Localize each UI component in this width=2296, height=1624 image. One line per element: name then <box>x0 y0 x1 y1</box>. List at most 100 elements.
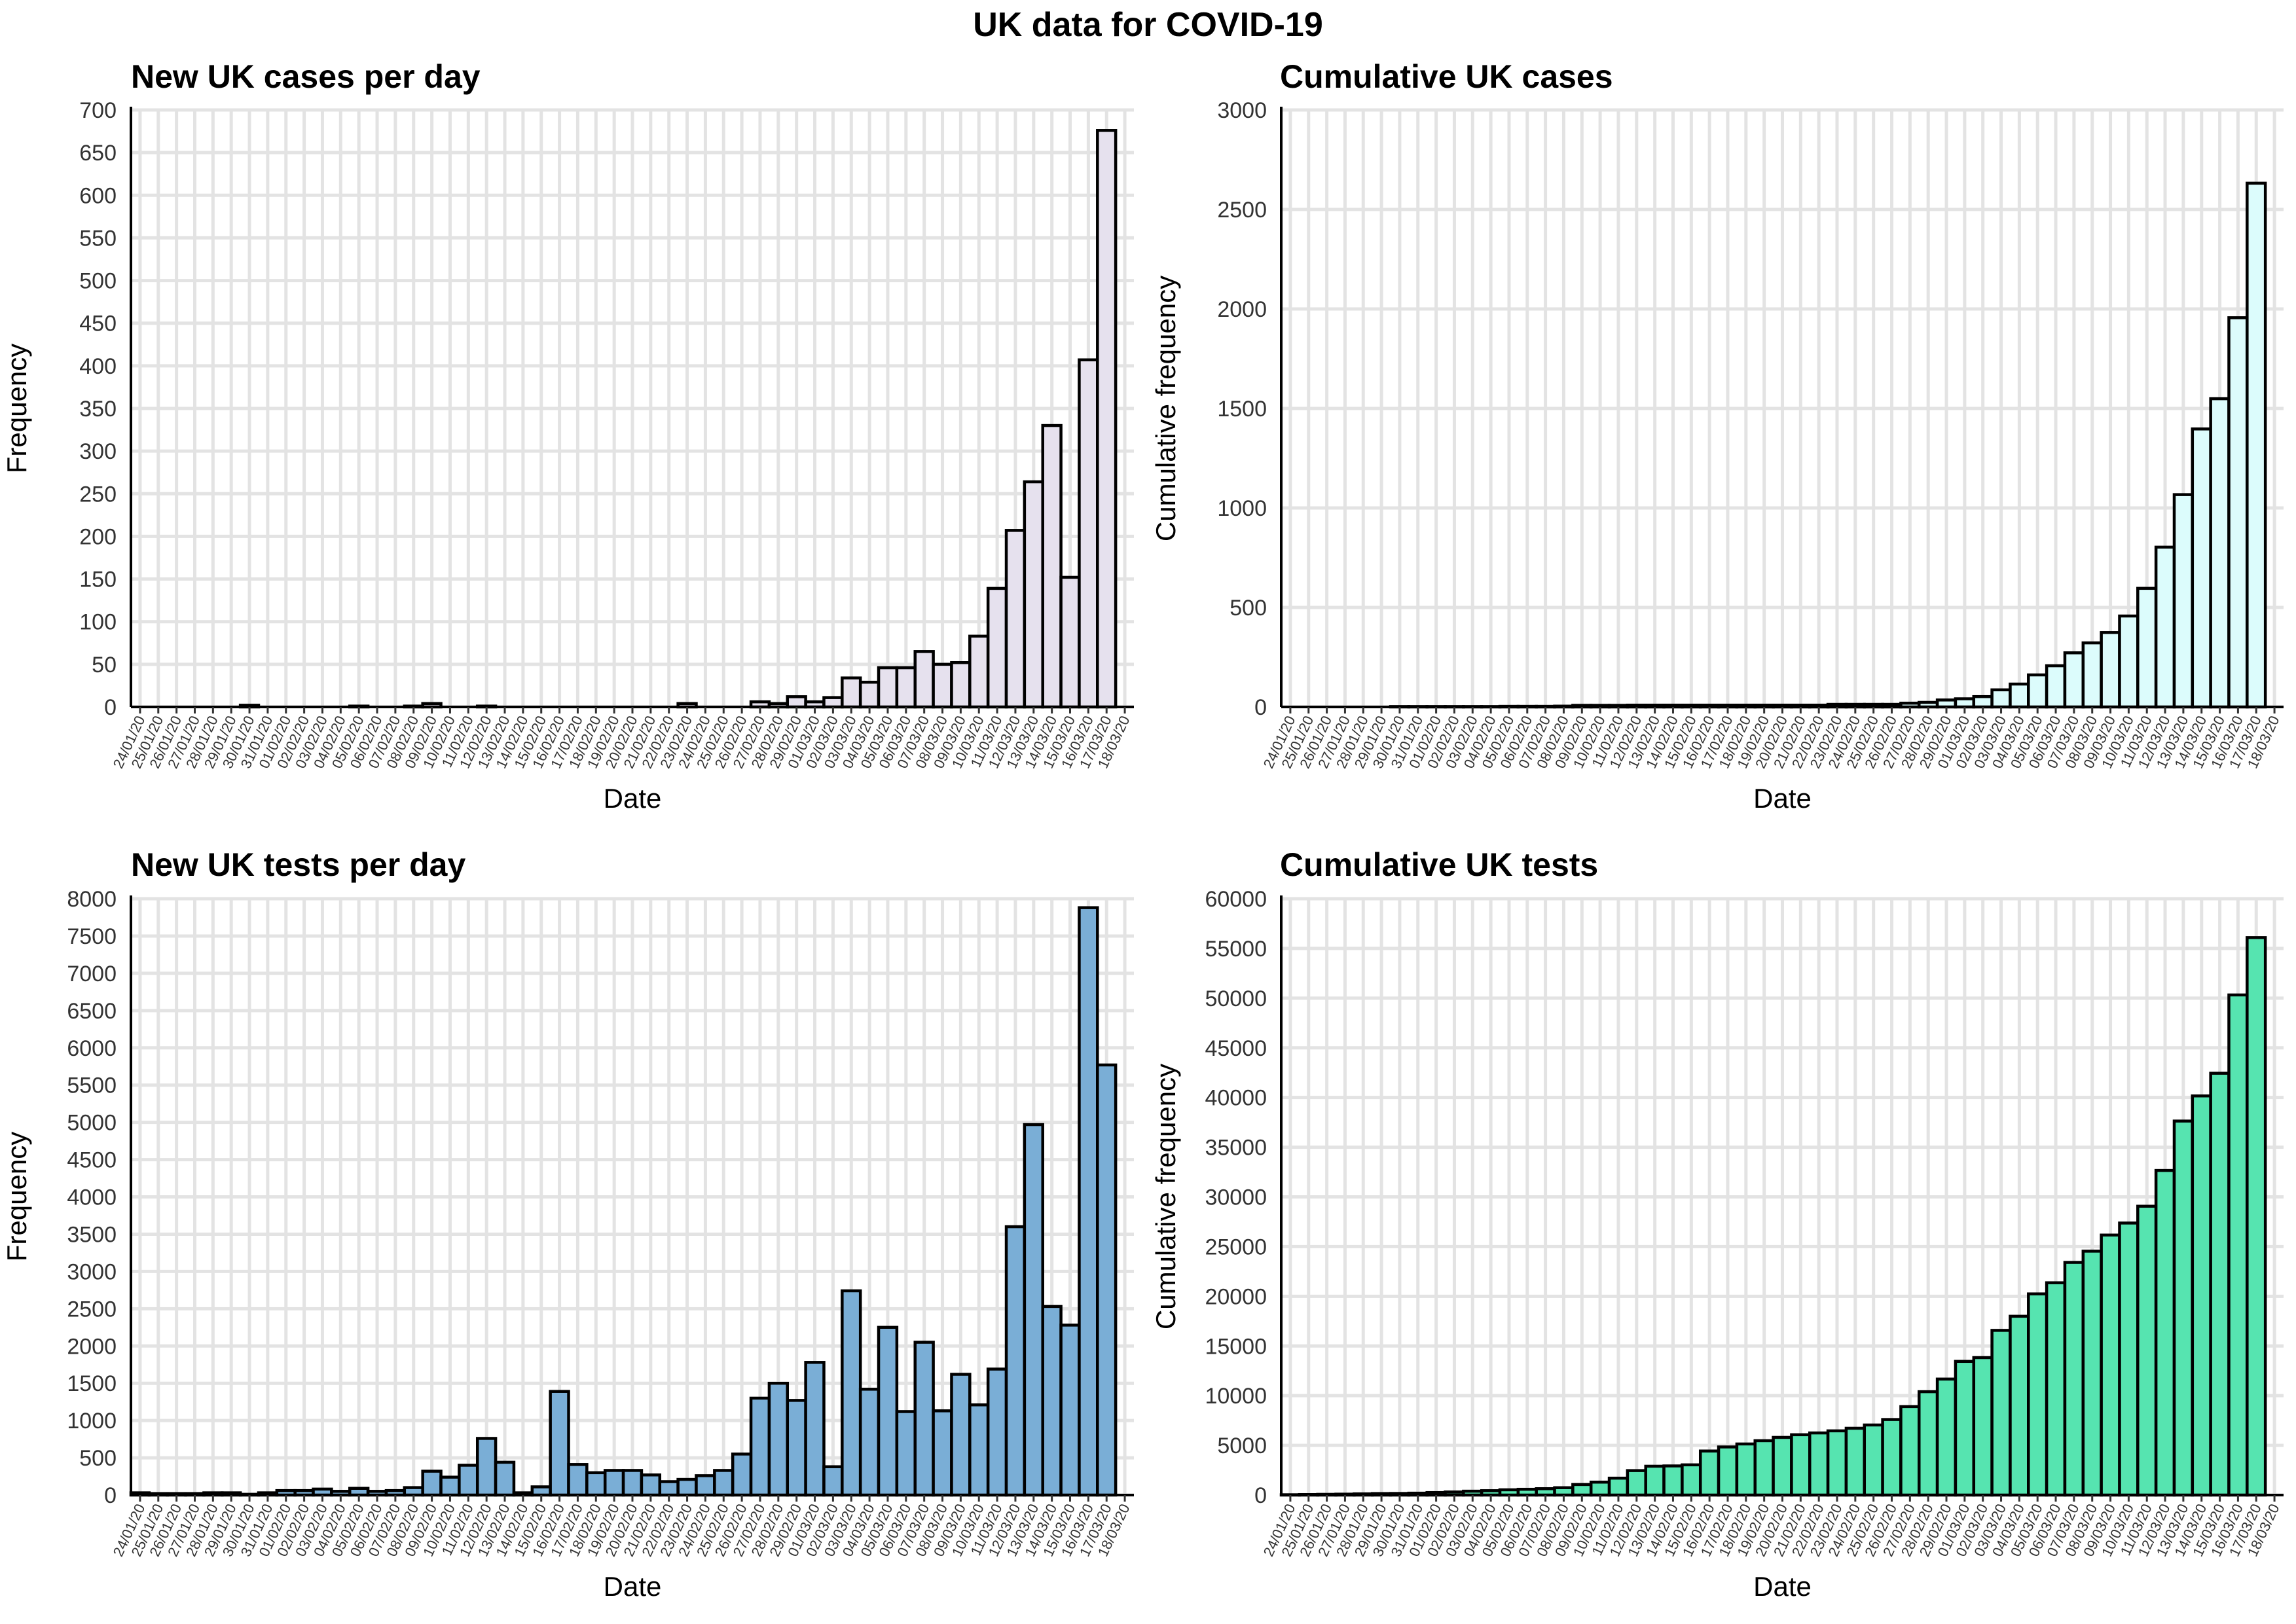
bar-16-03-20 <box>2227 993 2249 1497</box>
y-tick-label: 2500 <box>67 1297 117 1322</box>
bar-15-03-20 <box>1059 575 1081 709</box>
bar-16-03-20 <box>1078 358 1099 709</box>
y-tick-label: 5000 <box>67 1111 117 1136</box>
bar-10-02-20 <box>1589 1481 1611 1497</box>
y-axis-label: Cumulative frequency <box>1150 1064 1181 1329</box>
bar-22-02-20 <box>658 1480 680 1497</box>
y-tick-label: 1000 <box>67 1409 117 1434</box>
bar-12-03-20 <box>1004 529 1027 709</box>
y-tick-label: 60000 <box>1205 887 1267 912</box>
y-tick-label: 45000 <box>1205 1036 1267 1061</box>
panel-new-tests: New UK tests per day 0 500 1000 1500 2000 2500… <box>1 846 1134 1602</box>
bar-22-02-20 <box>1808 1431 1830 1497</box>
panel-title: Cumulative UK cases <box>1280 58 1613 95</box>
bar-10-03-20 <box>2118 614 2140 709</box>
y-tick-label: 300 <box>79 439 117 464</box>
y-tick-label: 20000 <box>1205 1284 1267 1309</box>
bar-24-02-20 <box>695 1474 716 1497</box>
y-tick-label: 3000 <box>1217 98 1267 123</box>
bar-17-02-20 <box>1717 1445 1739 1497</box>
y-tick-label: 10000 <box>1205 1384 1267 1409</box>
bar-25-02-20 <box>1863 1423 1884 1497</box>
bar-13-03-20 <box>2172 493 2195 709</box>
y-tick-label: 250 <box>79 482 117 507</box>
bar-29-02-20 <box>786 695 807 709</box>
y-tick-label: 200 <box>79 524 117 549</box>
y-tick-label: 650 <box>79 141 117 166</box>
bar-23-02-20 <box>676 1477 698 1497</box>
y-tick-label: 500 <box>1230 596 1267 621</box>
y-tick-label: 100 <box>79 610 117 635</box>
bar-04-03-20 <box>2009 682 2030 709</box>
panel-title: Cumulative UK tests <box>1280 846 1598 883</box>
bar-09-03-20 <box>2100 631 2121 709</box>
x-axis-label: Date <box>1753 1571 1812 1602</box>
bar-10-03-20 <box>2118 1221 2140 1497</box>
bar-05-03-20 <box>2027 673 2049 709</box>
y-tick-label: 550 <box>79 226 117 251</box>
y-tick-label: 0 <box>1254 695 1267 720</box>
bar-11-03-20 <box>2136 1204 2158 1497</box>
bar-16-03-20 <box>1078 906 1099 1497</box>
bar-26-02-20 <box>731 1453 753 1497</box>
bar-20-02-20 <box>621 1469 644 1497</box>
y-tick-label: 5000 <box>1217 1434 1267 1458</box>
y-tick-label: 1000 <box>1217 496 1267 521</box>
y-tick-label: 3500 <box>67 1222 117 1247</box>
bar-11-03-20 <box>986 1367 1008 1497</box>
bar-01-03-20 <box>1954 1360 1976 1497</box>
bar-11-03-20 <box>2136 586 2158 709</box>
bar-27-02-20 <box>749 1396 771 1497</box>
bar-08-03-20 <box>932 1409 953 1497</box>
y-tick-label: 400 <box>79 354 117 379</box>
y-axis-label: Frequency <box>1 344 32 473</box>
bar-29-02-20 <box>1935 1377 1958 1497</box>
y-tick-label: 50000 <box>1205 986 1267 1011</box>
y-tick-label: 7000 <box>67 962 117 986</box>
bar-08-03-20 <box>2081 641 2103 709</box>
y-tick-label: 3000 <box>67 1259 117 1284</box>
bar-27-02-20 <box>1899 1405 1921 1497</box>
bar-12-02-20 <box>1626 1469 1647 1497</box>
bar-21-02-20 <box>640 1473 662 1497</box>
bar-09-03-20 <box>950 661 972 709</box>
y-tick-label: 1500 <box>67 1371 117 1396</box>
y-tick-label: 8000 <box>67 887 117 912</box>
bar-18-02-20 <box>585 1471 607 1497</box>
panel-new-cases: New UK cases per day 0 50 100 150 200 250 300 35… <box>1 58 1134 814</box>
bar-14-03-20 <box>1041 1305 1063 1497</box>
bar-09-03-20 <box>2100 1233 2121 1497</box>
bar-19-02-20 <box>1753 1439 1775 1497</box>
bar-03-03-20 <box>1990 688 2012 709</box>
y-tick-label: 7500 <box>67 924 117 949</box>
bar-17-03-20 <box>2246 936 2267 1497</box>
bar-14-03-20 <box>1041 424 1063 709</box>
y-tick-label: 2500 <box>1217 198 1267 223</box>
bar-03-03-20 <box>1990 1329 2012 1497</box>
bar-02-03-20 <box>1972 695 1994 709</box>
bar-19-02-20 <box>603 1469 625 1497</box>
bar-16-02-20 <box>549 1390 570 1497</box>
bar-18-02-20 <box>1735 1442 1757 1497</box>
y-tick-label: 6500 <box>67 999 117 1024</box>
bar-11-02-20 <box>1607 1476 1630 1497</box>
x-axis-label: Date <box>1753 783 1812 814</box>
bar-17-02-20 <box>567 1463 589 1497</box>
bar-13-02-20 <box>494 1460 516 1497</box>
bar-06-03-20 <box>2045 1281 2067 1497</box>
y-tick-label: 500 <box>79 269 117 294</box>
bar-02-03-20 <box>1972 1356 1994 1497</box>
bar-14-03-20 <box>2191 1094 2212 1497</box>
bar-15-03-20 <box>2209 397 2231 709</box>
bar-29-02-20 <box>786 1399 807 1497</box>
y-tick-label: 35000 <box>1205 1136 1267 1161</box>
bar-12-02-20 <box>475 1437 498 1497</box>
bar-12-03-20 <box>2154 545 2176 709</box>
bar-09-02-20 <box>421 1470 443 1497</box>
x-axis-label: Date <box>604 783 662 814</box>
bar-04-03-20 <box>2009 1314 2030 1497</box>
panel-cumulative-cases: Cumulative UK cases 0 500 1000 1500 2000 2500 3… <box>1150 58 2284 814</box>
bar-07-03-20 <box>2063 651 2085 709</box>
y-tick-label: 350 <box>79 397 117 422</box>
bar-21-02-20 <box>1790 1433 1812 1497</box>
